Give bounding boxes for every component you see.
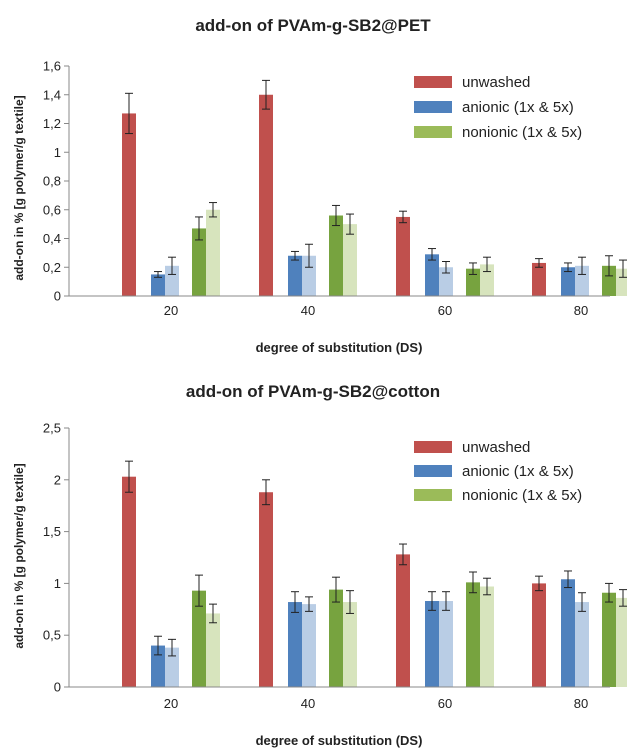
x-tick-label: 80 [574,303,588,318]
legend-label-unwashed: unwashed [462,74,530,91]
y-tick-label: 1,4 [43,87,61,102]
bar-pet-nonionic-dark-40 [329,215,343,296]
y-tick-label: 0 [54,680,61,695]
bar-pet-nonionic-light-40 [343,224,357,296]
legend-swatch-nonionic [414,126,452,138]
bar-pet-anionic-dark-20 [151,274,165,296]
legend-label-nonionic: nonionic (1x & 5x) [462,487,582,504]
y-tick-label: 1,5 [43,524,61,539]
bar-cotton-nonionic-dark-40 [329,589,343,687]
bar-pet-unwashed-dark-60 [396,216,410,296]
bar-cotton-nonionic-dark-60 [466,582,480,687]
bar-pet-anionic-light-60 [439,267,453,296]
bar-pet-anionic-dark-60 [425,254,439,296]
chart-pet-y-tick-labels: 0 0,2 0,4 0,6 0,8 1 1,2 1,4 1,6 [43,59,69,304]
bar-pet-unwashed-dark-20 [122,113,136,296]
bar-pet-anionic-light-80 [575,265,589,296]
chart-pet-x-axis-label: degree of substitution (DS) [256,340,423,355]
bar-cotton-nonionic-light-60 [480,586,494,687]
legend-swatch-unwashed [414,76,452,88]
bar-cotton-unwashed-dark-40 [259,492,273,687]
bar-cotton-anionic-dark-80 [561,579,575,687]
bar-cotton-unwashed-dark-20 [122,476,136,687]
bar-pet-nonionic-dark-20 [192,228,206,296]
x-tick-label: 60 [438,303,452,318]
legend-swatch-unwashed [414,441,452,453]
chart-cotton-x-axis-label: degree of substitution (DS) [256,733,423,748]
bar-pet-nonionic-light-80 [616,268,627,296]
chart-pet: add-on of PVAm-g-SB2@PET add-on in % [g … [12,16,627,355]
chart-cotton-y-tick-labels: 0 0,5 1 1,5 2 2,5 [43,421,69,695]
y-tick-label: 0,2 [43,260,61,275]
bar-pet-unwashed-dark-40 [259,94,273,296]
bar-pet-unwashed-dark-80 [532,262,546,296]
chart-pet-bars [122,79,627,296]
bar-cotton-nonionic-light-40 [343,602,357,687]
y-tick-label: 1,6 [43,59,61,74]
y-tick-label: 0,6 [43,202,61,217]
bar-pet-anionic-light-20 [165,265,179,296]
y-tick-label: 0,5 [43,628,61,643]
y-tick-label: 0,4 [43,231,61,246]
chart-cotton-title: add-on of PVAm-g-SB2@cotton [186,382,440,401]
chart-cotton-legend: unwashed anionic (1x & 5x) nonionic (1x … [414,439,582,504]
chart-pet-legend: unwashed anionic (1x & 5x) nonionic (1x … [414,74,582,141]
y-tick-label: 0,8 [43,174,61,189]
chart-cotton: add-on of PVAm-g-SB2@cotton add-on in % … [12,382,627,748]
y-tick-label: 1,2 [43,116,61,131]
chart-pet-x-tick-labels: 20 40 60 80 [164,303,588,318]
x-tick-label: 60 [438,696,452,711]
bar-cotton-anionic-light-80 [575,602,589,687]
legend-label-anionic: anionic (1x & 5x) [462,99,574,116]
bar-cotton-nonionic-dark-80 [602,592,616,687]
x-tick-label: 40 [301,696,315,711]
legend-swatch-anionic [414,465,452,477]
x-tick-label: 80 [574,696,588,711]
bar-cotton-unwashed-dark-80 [532,583,546,687]
bar-pet-nonionic-dark-60 [466,268,480,296]
bar-cotton-unwashed-dark-60 [396,554,410,687]
legend-label-unwashed: unwashed [462,439,530,456]
bar-pet-nonionic-dark-80 [602,265,616,296]
legend-swatch-nonionic [414,489,452,501]
bar-pet-nonionic-light-20 [206,209,220,296]
legend-label-nonionic: nonionic (1x & 5x) [462,124,582,141]
bar-cotton-nonionic-dark-20 [192,590,206,687]
chart-pet-y-axis-label: add-on in % [g polymer/g textile] [12,95,26,280]
chart-cotton-bars [122,460,627,687]
bar-cotton-anionic-light-60 [439,601,453,687]
bar-cotton-nonionic-light-80 [616,597,627,687]
x-tick-label: 20 [164,696,178,711]
bar-cotton-nonionic-light-20 [206,613,220,687]
chart-cotton-y-axis-label: add-on in % [g polymer/g textile] [12,463,26,648]
bar-cotton-anionic-dark-60 [425,601,439,687]
y-tick-label: 1 [54,145,61,160]
bar-cotton-anionic-light-40 [302,604,316,687]
chart-cotton-x-tick-labels: 20 40 60 80 [164,696,588,711]
y-tick-label: 1 [54,576,61,591]
bar-cotton-anionic-dark-40 [288,602,302,687]
x-tick-label: 40 [301,303,315,318]
bar-cotton-anionic-dark-20 [151,645,165,687]
legend-label-anionic: anionic (1x & 5x) [462,463,574,480]
legend-swatch-anionic [414,101,452,113]
bar-pet-anionic-dark-40 [288,255,302,296]
bar-cotton-anionic-light-20 [165,647,179,687]
chart-pet-title: add-on of PVAm-g-SB2@PET [195,16,431,35]
bar-pet-anionic-dark-80 [561,267,575,296]
bar-pet-anionic-light-40 [302,255,316,296]
y-tick-label: 2,5 [43,421,61,436]
bar-pet-nonionic-light-60 [480,264,494,296]
x-tick-label: 20 [164,303,178,318]
y-tick-label: 0 [54,289,61,304]
y-tick-label: 2 [54,472,61,487]
